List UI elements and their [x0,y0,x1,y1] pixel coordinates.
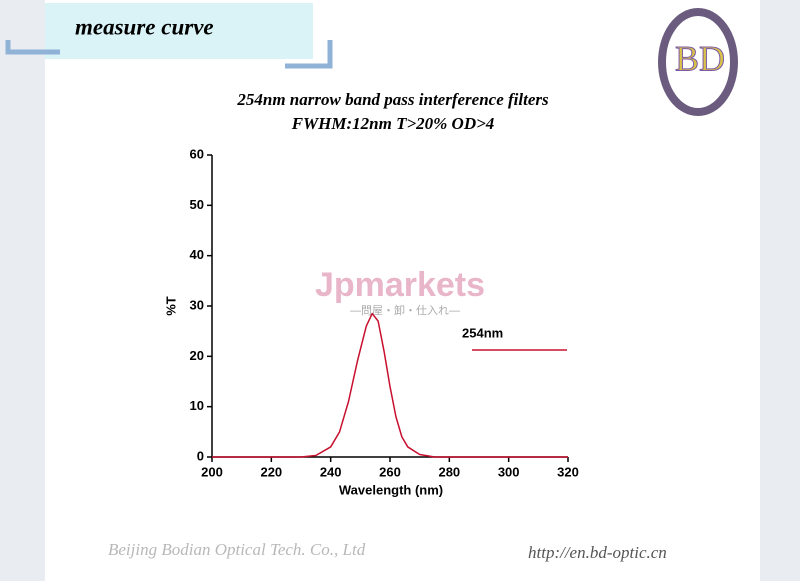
x-axis-label: Wavelength (nm) [339,482,443,497]
x-tick-label: 240 [320,464,342,479]
y-tick-label: 20 [190,348,204,363]
watermark-sub: —問屋・卸・仕入れ— [350,303,460,317]
chart-subtitle: FWHM:12nm T>20% OD>4 [291,114,495,133]
x-tick-label: 260 [379,464,401,479]
y-tick-label: 10 [190,398,204,413]
y-tick-label: 30 [190,297,204,312]
chart-title: 254nm narrow band pass interference filt… [236,90,549,109]
footer-url: http://en.bd-optic.cn [528,543,667,562]
header-title: measure curve [75,14,214,39]
series-line [212,312,568,458]
y-tick-label: 40 [190,247,204,262]
x-tick-label: 280 [438,464,460,479]
watermark: Jpmarkets [315,266,485,304]
footer-company: Beijing Bodian Optical Tech. Co., Ltd [108,540,366,559]
y-tick-label: 60 [190,146,204,161]
x-tick-label: 220 [260,464,282,479]
y-tick-label: 0 [197,448,204,463]
logo-ring [658,8,738,116]
header-box [45,3,313,59]
y-axis-label: %T [163,296,178,316]
panel [45,0,760,581]
x-tick-label: 320 [557,464,579,479]
y-tick-label: 50 [190,197,204,212]
header-bracket [5,40,333,69]
x-tick-label: 300 [498,464,520,479]
logo-text: BD [675,38,725,78]
legend-label: 254nm [462,325,503,340]
x-tick-label: 200 [201,464,223,479]
